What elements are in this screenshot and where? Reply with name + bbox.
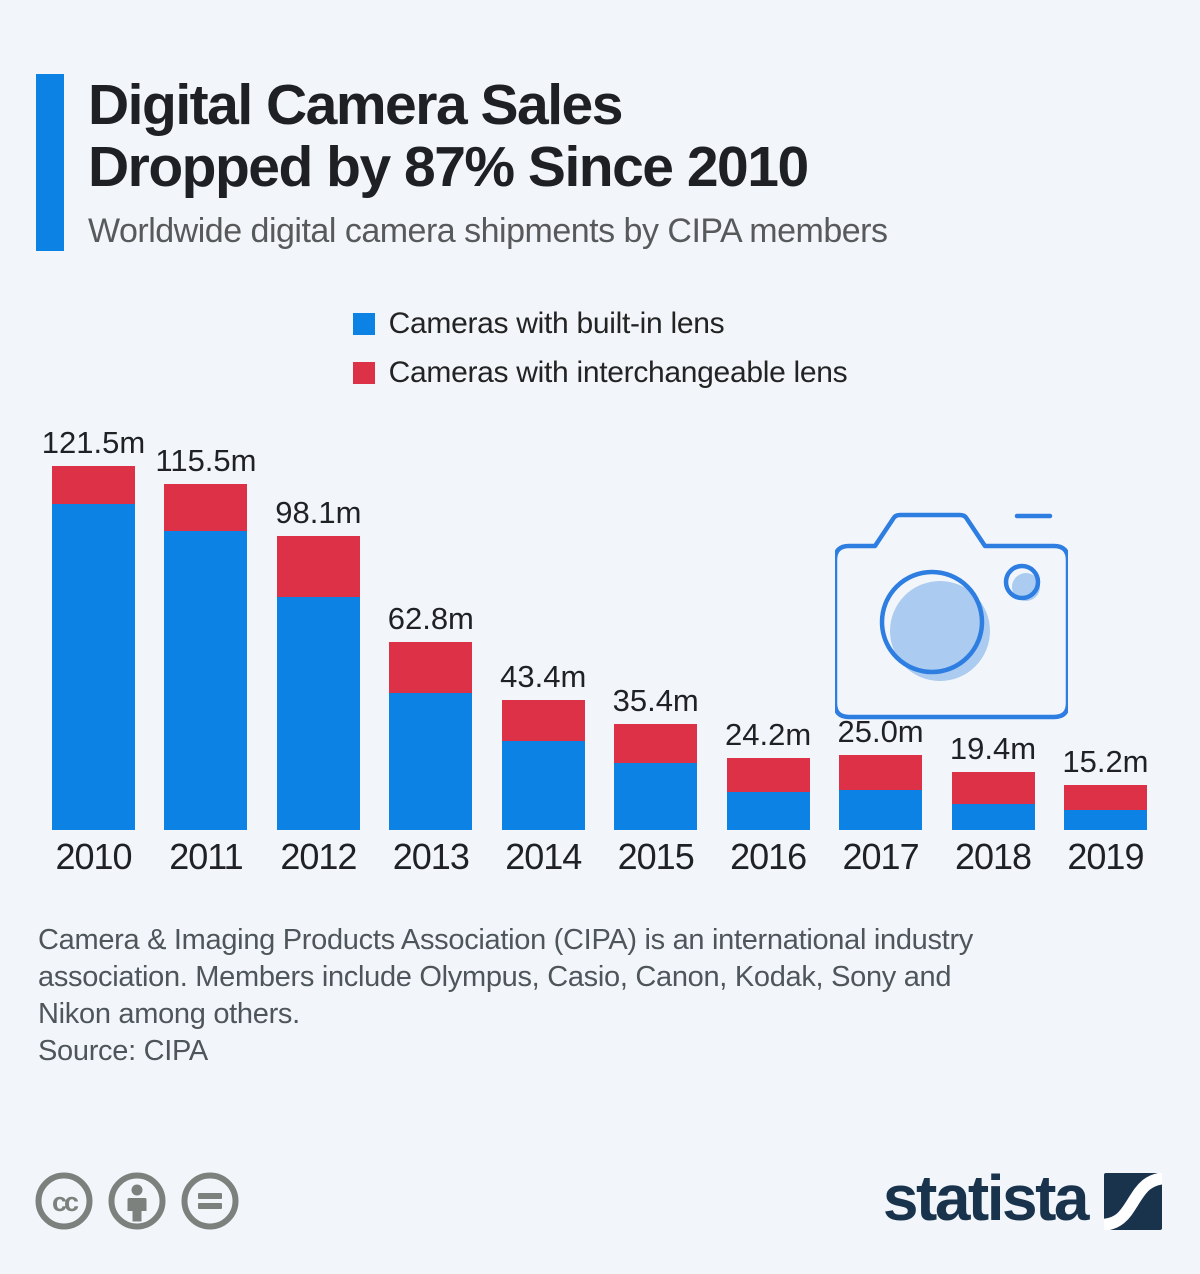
bar-stack: 43.4m [500,659,586,831]
segment-built-in-lens [164,530,248,831]
page-title: Digital Camera Sales Dropped by 87% Sinc… [88,74,888,198]
segment-built-in-lens [52,504,135,831]
bar-total-label: 15.2m [1062,743,1149,779]
bar-total-label: 19.4m [949,731,1037,767]
header: Digital Camera Sales Dropped by 87% Sinc… [36,74,1160,252]
bar-column-2018: 19.4m [950,731,1036,831]
bar-stack: 98.1m [275,495,361,831]
legend-item-interchangeable-lens: Cameras with interchangeable lens [352,356,848,390]
title-accent-bar [36,74,64,252]
infographic: { "page": { "background": "#f2f6fa" }, "… [0,74,1200,1274]
legend-label: Cameras with interchangeable lens [388,356,848,390]
camera-lens-fill [890,581,990,681]
year-label: 2018 [954,836,1032,878]
year-label: 2017 [842,836,920,878]
segment-interchangeable-lens [951,772,1035,805]
segment-interchangeable-lens [276,535,360,597]
legend-item-built-in-lens: Cameras with built-in lens [352,307,848,341]
bar-stack: 121.5m [42,425,145,831]
year-label: 2013 [392,836,470,878]
bar-column-2014: 43.4m [500,659,586,831]
segment-interchangeable-lens [1063,784,1147,810]
segment-interchangeable-lens [164,483,248,531]
bars: 121.5m 115.5m 98.1m 62.8m 43.4m 35.4m 24.2m 25.… [42,420,1149,831]
segment-built-in-lens [501,741,585,831]
page-subtitle: Worldwide digital camera shipments by CI… [88,212,888,251]
segment-interchangeable-lens [614,724,698,764]
segment-built-in-lens [276,596,360,831]
statista-logo: statista [883,1166,1162,1236]
segment-interchangeable-lens [389,641,473,694]
bar-total-label: 62.8m [387,600,474,636]
bar-total-label: 43.4m [500,659,587,695]
bar-stack: 115.5m [155,443,256,831]
titles: Digital Camera Sales Dropped by 87% Sinc… [88,74,888,251]
bottom-bar: cc statista [35,1166,1162,1236]
statista-wordmark: statista [882,1162,1090,1234]
segment-built-in-lens [614,763,698,831]
page-title-line2: Dropped by 87% Since 2010 [88,135,809,200]
bar-total-label: 35.4m [612,683,699,719]
year-label: 2010 [55,836,132,878]
description-line: Nikon among others. [38,998,300,1031]
bar-total-label: 121.5m [41,424,146,460]
cc-icon: cc [35,1172,93,1230]
bar-stack: 62.8m [388,601,474,831]
no-derivatives-icon [181,1172,239,1230]
bar-column-2013: 62.8m [388,601,474,831]
camera-icon [832,512,1071,720]
statista-logo-mark [1104,1172,1162,1230]
bar-total-label: 24.2m [725,716,812,752]
year-labels: 2010 2011 2012 2013 2014 2015 2016 2017 2018 2019 [52,836,1147,878]
legend-swatch-blue [352,313,375,336]
year-label: 2016 [730,836,807,878]
bar-total-label: 115.5m [155,442,257,478]
bar-stack: 15.2m [1062,744,1149,831]
bar-chart: 121.5m 115.5m 98.1m 62.8m 43.4m 35.4m 24.2m 25.… [42,420,1149,878]
segment-interchangeable-lens [52,465,135,505]
attribution-icon [108,1172,166,1230]
legend-swatch-red [352,362,375,385]
segment-built-in-lens [951,804,1035,831]
segment-interchangeable-lens [501,700,585,742]
description-line: Camera & Imaging Products Association (C… [38,924,974,957]
year-label: 2015 [617,836,695,878]
camera-illustration [832,511,1071,727]
legend-items: Cameras with built-in lens Cameras with … [352,307,848,390]
year-label: 2014 [505,836,582,878]
bar-stack: 35.4m [613,683,699,831]
page-title-line1: Digital Camera Sales [88,73,623,137]
bar-column-2012: 98.1m [275,495,361,831]
bar-stack: 19.4m [950,731,1036,831]
chart-legend: Cameras with built-in lens Cameras with … [0,307,1200,390]
bar-total-label: 98.1m [275,494,362,530]
bar-column-2016: 24.2m [725,717,811,831]
bar-column-2019: 15.2m [1062,744,1149,831]
description-line: association. Members include Olympus, Ca… [38,961,952,994]
year-label: 2011 [169,836,243,878]
bar-stack: 24.2m [725,717,811,831]
segment-built-in-lens [726,792,810,831]
segment-interchangeable-lens [726,757,810,793]
year-label: 2019 [1067,836,1144,878]
segment-interchangeable-lens [839,755,923,791]
bar-column-2017: 25.0m [837,714,924,831]
svg-text:cc: cc [52,1187,79,1217]
license-icons: cc [35,1172,239,1230]
segment-built-in-lens [1063,809,1147,831]
source-line: Source: CIPA [38,1035,208,1068]
year-label: 2012 [280,836,357,878]
bar-total-label: 25.0m [837,714,924,750]
footnote: Camera & Imaging Products Association (C… [38,922,1140,1070]
segment-built-in-lens [839,790,923,831]
bar-stack: 25.0m [837,714,924,831]
segment-built-in-lens [389,693,473,831]
bar-column-2015: 35.4m [613,683,699,831]
legend-label: Cameras with built-in lens [388,307,725,341]
bar-column-2010: 121.5m [42,425,145,831]
bar-column-2011: 115.5m [155,443,256,831]
